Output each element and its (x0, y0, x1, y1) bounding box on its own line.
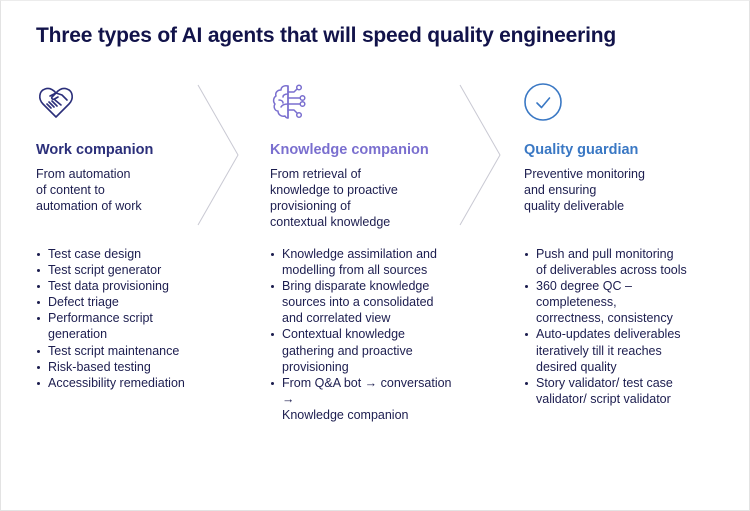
chevron-divider-icon (197, 84, 239, 226)
list-item: Test script generator (36, 262, 211, 278)
list-item: Defect triage (36, 294, 211, 310)
feature-list: Knowledge assimilation and modelling fro… (270, 246, 460, 423)
list-item: Knowledge assimilation and modelling fro… (270, 246, 460, 278)
feature-list: Push and pull monitoring of deliverables… (524, 246, 709, 407)
column-heading: Knowledge companion (270, 142, 429, 158)
column-description: From automation of content to automation… (36, 167, 142, 213)
list-item: Bring disparate knowledge sources into a… (270, 278, 460, 326)
list-item: Test data provisioning (36, 278, 211, 294)
column-heading: Quality guardian (524, 142, 639, 158)
list-item: Auto-updates deliverables iteratively ti… (524, 326, 709, 374)
list-item: Push and pull monitoring of deliverables… (524, 246, 709, 278)
page-title: Three types of AI agents that will speed… (36, 24, 616, 47)
feature-list: Test case design Test script generator T… (36, 246, 211, 391)
brain-circuit-icon (272, 84, 306, 119)
handshake-heart-icon (39, 87, 73, 118)
list-item: Accessibility remediation (36, 375, 211, 391)
list-item: Story validator/ test case validator/ sc… (524, 375, 709, 407)
column-quality-guardian: Quality guardian Preventive monitoring a… (524, 82, 724, 406)
list-item: Test case design (36, 246, 211, 262)
list-item: 360 degree QC – completeness, correctnes… (524, 278, 709, 326)
list-item: Contextual knowledge gathering and proac… (270, 326, 460, 374)
column-heading: Work companion (36, 142, 154, 158)
list-item: From Q&A bot → conversation → Knowledge … (270, 375, 460, 423)
list-item: Risk-based testing (36, 359, 211, 375)
column-description: From retrieval of knowledge to proactive… (270, 167, 398, 229)
column-work-companion: Work companion From automation of conten… (36, 82, 206, 390)
list-item: Test script maintenance (36, 343, 211, 359)
column-description: Preventive monitoring and ensuring quali… (524, 167, 645, 213)
list-item: Performance script generation (36, 310, 211, 342)
chevron-divider-icon (459, 84, 501, 226)
column-knowledge-companion: Knowledge companion From retrieval of kn… (270, 82, 470, 422)
check-circle-icon (524, 83, 562, 121)
